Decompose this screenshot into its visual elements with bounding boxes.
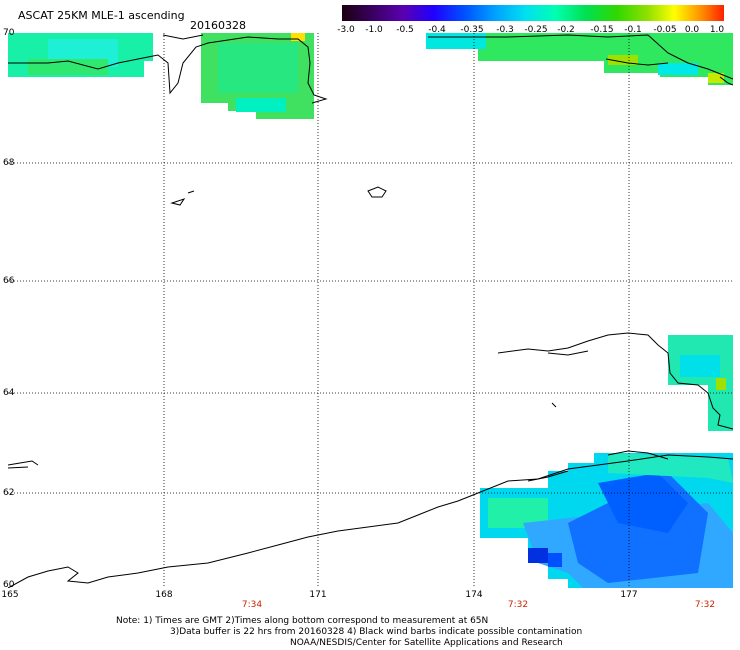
coastlines — [8, 34, 733, 588]
latitude-label: 62 — [3, 488, 15, 498]
latitude-label: 68 — [3, 158, 15, 168]
scale-label: -3.0 — [337, 25, 355, 35]
scale-label: -0.3 — [496, 25, 514, 35]
product-date: 20160328 — [190, 19, 246, 32]
map-area — [8, 33, 733, 588]
pass-time-label: 7:32 — [694, 600, 716, 610]
longitude-label: 165 — [1, 590, 19, 600]
scale-label: -0.25 — [524, 25, 548, 35]
latitude-label: 64 — [3, 388, 15, 398]
product-title: ASCAT 25KM MLE-1 ascending — [18, 9, 185, 22]
pass-time-label: 7:32 — [507, 600, 529, 610]
pass-time-label: 7:34 — [241, 600, 263, 610]
note-line-1: Note: 1) Times are GMT 2)Times along bot… — [116, 616, 489, 626]
longitude-label: 171 — [309, 590, 327, 600]
graticule — [8, 33, 733, 588]
latitude-label: 66 — [3, 276, 15, 286]
longitude-label: 177 — [620, 590, 638, 600]
note-line-2: 3)Data buffer is 22 hrs from 20160328 4)… — [170, 627, 583, 637]
latitude-label: 70 — [3, 28, 15, 38]
scale-label: -0.05 — [653, 25, 677, 35]
scale-label: -0.1 — [624, 25, 642, 35]
color-scale-bar — [342, 5, 724, 21]
note-line-3: NOAA/NESDIS/Center for Satellite Applica… — [290, 638, 563, 648]
scale-label: -0.35 — [460, 25, 484, 35]
longitude-label: 174 — [465, 590, 483, 600]
scale-label: -1.0 — [365, 25, 383, 35]
longitude-label: 168 — [155, 590, 173, 600]
scale-label: -0.5 — [396, 25, 414, 35]
data-swath-top-right — [426, 33, 733, 85]
scale-label: -0.2 — [557, 25, 575, 35]
scale-label: -0.15 — [590, 25, 614, 35]
scale-label: 0.0 — [684, 25, 700, 35]
latitude-label: 60 — [3, 580, 15, 590]
scale-label: 1.0 — [709, 25, 725, 35]
wind-data-swaths — [8, 33, 733, 588]
scale-label: -0.4 — [428, 25, 446, 35]
